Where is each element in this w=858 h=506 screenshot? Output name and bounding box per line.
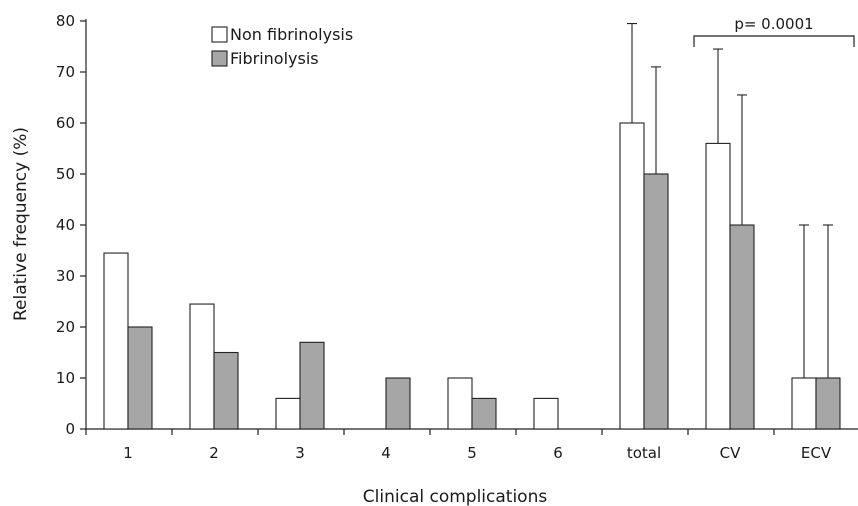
y-tick-label: 0 <box>65 420 75 438</box>
bar-non-fibrinolysis-5 <box>447 377 473 430</box>
y-tick-label: 10 <box>56 369 75 387</box>
legend-swatch-non-fibrinolysis <box>211 26 228 43</box>
error-bars <box>627 22 833 378</box>
bar-fibrinolysis-cv <box>729 224 755 430</box>
axes: 0 10 20 30 40 50 60 70 80 1 2 3 4 5 6 total CV ECV <box>56 12 858 462</box>
bar-non-fibrinolysis-2 <box>189 303 215 430</box>
bar-fibrinolysis-1 <box>127 326 153 430</box>
bar-fibrinolysis-2 <box>213 351 239 430</box>
x-tick-label-3: 3 <box>295 444 305 462</box>
y-tick-label: 60 <box>56 114 75 132</box>
y-tick-label: 40 <box>56 216 75 234</box>
significance-annotation: p= 0.0001 <box>693 15 855 47</box>
bars <box>103 122 841 430</box>
bar-non-fibrinolysis-6 <box>533 397 559 430</box>
y-tick-label: 80 <box>56 12 75 30</box>
x-axis-title: Clinical complications <box>363 487 548 506</box>
y-tick-label: 50 <box>56 165 75 183</box>
legend-swatch-fibrinolysis <box>211 50 228 67</box>
bar-fibrinolysis-4 <box>385 377 411 430</box>
bar-non-fibrinolysis-3 <box>275 397 301 430</box>
x-tick-label-2: 2 <box>209 444 219 462</box>
y-axis-title: Relative frequency (%) <box>11 127 31 321</box>
legend-label-non-fibrinolysis: Non fibrinolysis <box>230 25 353 44</box>
bar-non-fibrinolysis-1 <box>103 252 129 430</box>
legend: Non fibrinolysis Fibrinolysis <box>211 25 353 68</box>
x-tick-label-4: 4 <box>381 444 391 462</box>
bar-non-fibrinolysis-cv <box>705 142 731 430</box>
y-tick-label: 20 <box>56 318 75 336</box>
bar-fibrinolysis-5 <box>471 397 497 430</box>
y-tick-label: 30 <box>56 267 75 285</box>
y-tick-label: 70 <box>56 63 75 81</box>
x-tick-label-ecv: ECV <box>801 444 832 462</box>
legend-label-fibrinolysis: Fibrinolysis <box>230 49 319 68</box>
p-value-label: p= 0.0001 <box>734 15 813 33</box>
x-tick-label-5: 5 <box>467 444 477 462</box>
bar-non-fibrinolysis-total <box>619 122 645 430</box>
bar-fibrinolysis-3 <box>299 341 325 430</box>
bar-fibrinolysis-ecv <box>815 377 841 430</box>
bar-fibrinolysis-total <box>643 173 669 430</box>
x-tick-label-6: 6 <box>553 444 563 462</box>
x-tick-label-total: total <box>627 444 661 462</box>
significance-bracket <box>693 35 855 47</box>
x-tick-label-1: 1 <box>123 444 133 462</box>
x-tick-label-cv: CV <box>720 444 741 462</box>
bar-non-fibrinolysis-ecv <box>791 377 817 430</box>
